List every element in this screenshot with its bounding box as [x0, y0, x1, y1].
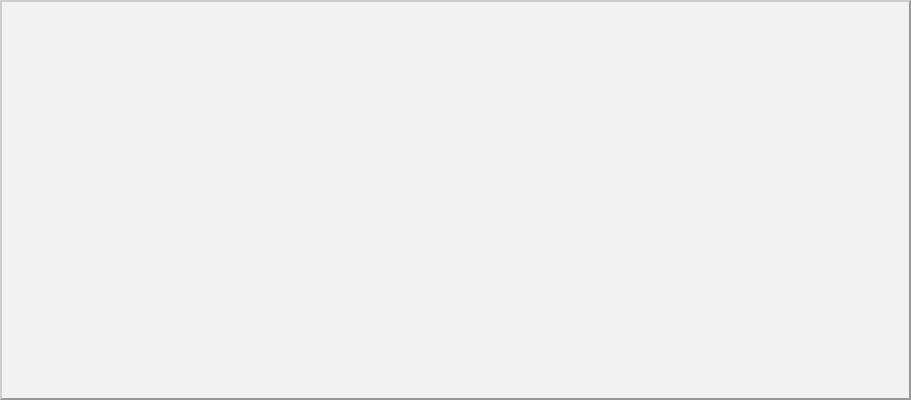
traffic-plot: [2, 2, 911, 400]
rrdtool-graph: [0, 0, 911, 400]
